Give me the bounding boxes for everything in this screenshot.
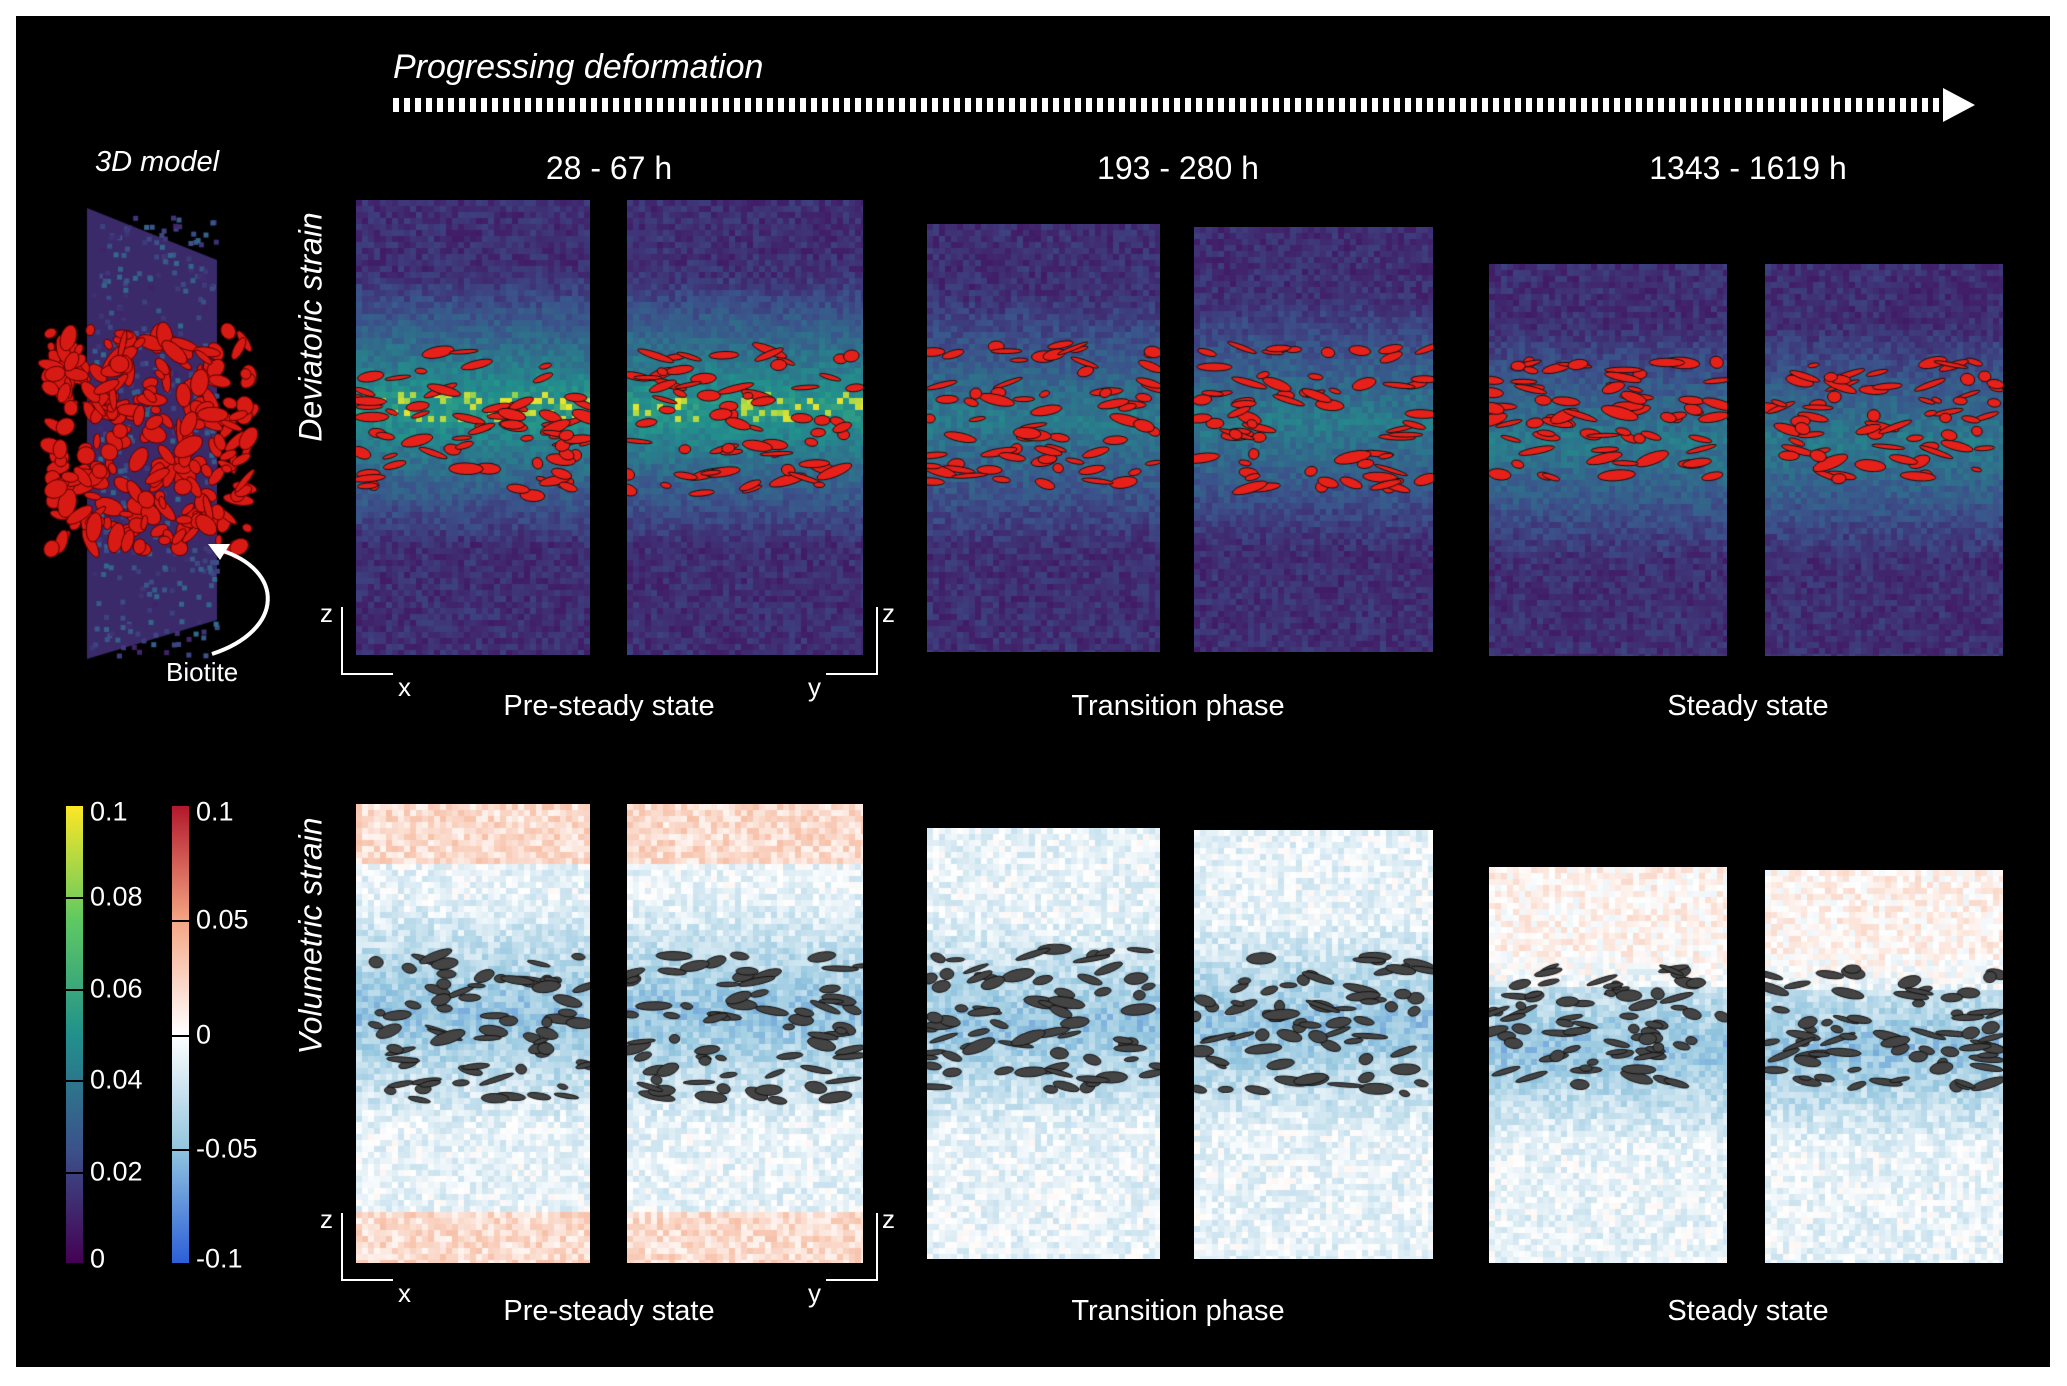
deviatoric-panel-steady-x (1489, 264, 1727, 656)
deviatoric-panel-steady-y (1765, 264, 2003, 656)
axis-z-label: z (320, 1204, 333, 1234)
phase-label-pre-steady: Pre-steady state (503, 1295, 715, 1327)
volumetric-panel-pre-steady-y (627, 804, 863, 1263)
volumetric-colorbar-tick (172, 1148, 189, 1151)
deviatoric-colorbar-tick (66, 988, 83, 991)
deviatoric-panel-transition-y (1194, 227, 1433, 652)
arrow-head-icon (1943, 88, 1975, 122)
phase-label-transition: Transition phase (1071, 690, 1285, 722)
axis-x-line (341, 1279, 393, 1281)
axis-z-label: z (882, 598, 895, 628)
deviatoric-panel-pre-steady-y (627, 200, 863, 655)
volumetric-panel-transition-y (1194, 830, 1433, 1259)
deviatoric-colorbar-tick (66, 1080, 83, 1083)
axis-y-label: y (808, 672, 821, 702)
volumetric-panel-transition-x (927, 828, 1160, 1259)
progressing-deformation-title: Progressing deformation (393, 48, 764, 86)
time-window-1: 28 - 67 h (545, 150, 673, 186)
axis-z-line (876, 1213, 878, 1281)
deviatoric-colorbar-tick (66, 897, 83, 900)
volumetric-colorbar-tick-label: -0.1 (196, 1243, 243, 1274)
volumetric-panel-pre-steady-x (356, 804, 590, 1263)
dotted-arrow-shaft (393, 98, 1943, 112)
phase-label-steady: Steady state (1667, 690, 1829, 722)
axis-y-line (826, 673, 878, 675)
deviatoric-colorbar-tick-label: 0.02 (90, 1156, 143, 1187)
volumetric-panel-steady-y (1765, 870, 2003, 1263)
axis-z-label: z (320, 598, 333, 628)
deviatoric-colorbar (66, 806, 83, 1263)
axis-x-label: x (398, 672, 411, 702)
volumetric-panel-steady-x (1489, 867, 1727, 1263)
3d-model-render (30, 190, 290, 690)
volumetric-colorbar-tick-label: -0.05 (196, 1133, 258, 1164)
phase-label-pre-steady: Pre-steady state (503, 690, 715, 722)
axis-z-label: z (882, 1204, 895, 1234)
volumetric-colorbar-tick-label: 0.05 (196, 904, 249, 935)
axis-z-line (876, 607, 878, 675)
3d-model-label: 3D model (95, 146, 220, 178)
deviatoric-colorbar-tick-label: 0.04 (90, 1064, 143, 1095)
axis-z-line (341, 1213, 343, 1281)
deviatoric-panel-pre-steady-x (356, 200, 590, 655)
axis-y-label: y (808, 1278, 821, 1308)
deviatoric-colorbar-tick-label: 0.1 (90, 796, 128, 827)
volumetric-colorbar-tick-label: 0 (196, 1019, 212, 1049)
phase-label-steady: Steady state (1667, 1295, 1829, 1327)
biotite-callout-arrow-icon (208, 544, 270, 656)
volumetric-colorbar-tick (172, 1034, 189, 1037)
time-window-2: 193 - 280 h (1097, 150, 1259, 186)
phase-label-transition: Transition phase (1071, 1295, 1285, 1327)
biotite-label: Biotite (166, 657, 239, 687)
volumetric-colorbar-tick (172, 920, 189, 923)
deviatoric-colorbar-tick-label: 0.08 (90, 881, 143, 912)
volumetric-colorbar-tick-label: 0.1 (196, 796, 234, 827)
axis-x-label: x (398, 1278, 411, 1308)
axis-x-line (341, 673, 393, 675)
axis-z-line (341, 607, 343, 675)
deviatoric-strain-label: Deviatoric strain (292, 212, 329, 442)
time-window-3: 1343 - 1619 h (1649, 150, 1847, 186)
axis-y-line (826, 1279, 878, 1281)
deviatoric-panel-transition-x (927, 224, 1160, 652)
deviatoric-colorbar-tick-label: 0 (90, 1243, 106, 1274)
deviatoric-colorbar-tick (66, 1171, 83, 1174)
deviatoric-colorbar-tick-label: 0.06 (90, 973, 143, 1004)
volumetric-strain-label: Volumetric strain (292, 817, 329, 1055)
